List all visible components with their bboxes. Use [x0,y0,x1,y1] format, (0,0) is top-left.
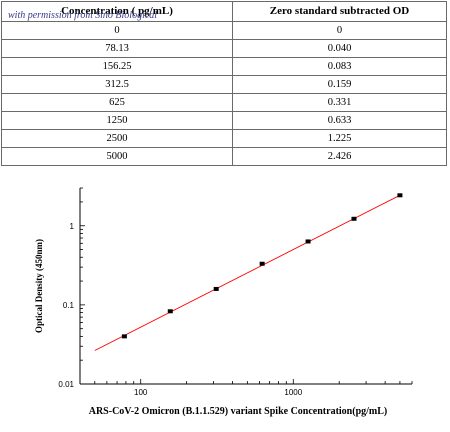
data-point [259,261,265,266]
cell-concentration: 78.13 [1,39,233,58]
cell-concentration: 625 [1,93,233,112]
table-header-row: Concentration ( pg/mL) Zero standard sub… [1,1,447,22]
cell-od: 0.633 [232,111,447,130]
data-points-group [121,193,403,339]
cell-od: 0.040 [232,39,447,58]
y-tick-label: 1 [70,222,75,231]
cell-concentration: 1250 [1,111,233,130]
cell-concentration: 5000 [1,147,233,166]
data-point [305,239,311,244]
cell-od: 2.426 [232,147,447,166]
cell-od: 0.331 [232,93,447,112]
standard-curve-table: Concentration ( pg/mL) Zero standard sub… [1,1,447,166]
cell-concentration: 156.25 [1,57,233,76]
cell-concentration: 0 [1,21,233,40]
fit-line [94,194,401,351]
table-row: 156.25 0.083 [1,57,447,76]
header-concentration: Concentration ( pg/mL) [1,1,233,22]
header-od: Zero standard subtracted OD [232,1,447,22]
data-point [121,334,127,339]
cell-od: 0 [232,21,447,40]
y-tick-label: 0.01 [58,380,74,389]
cell-od: 0.083 [232,57,447,76]
data-point [351,216,357,221]
table-row: 2500 1.225 [1,129,447,148]
table-row: 625 0.331 [1,93,447,112]
table-row: 78.13 0.040 [1,39,447,58]
cell-od: 1.225 [232,129,447,148]
y-axis-label: Optical Density (450nm) [34,239,44,333]
x-tick-label: 1000 [284,388,302,397]
fit-line-group [94,194,401,351]
y-tick-label: 0.1 [63,301,75,310]
x-tick-label: 100 [134,388,148,397]
x-axis-label: ARS-CoV-2 Omicron (B.1.1.529) variant Sp… [89,406,388,417]
table-row: 5000 2.426 [1,147,447,166]
data-point [167,309,173,314]
data-point [213,286,219,291]
chart-axes: 0.01 0.1 1 100 1000 [58,187,413,397]
data-point [397,193,403,198]
table-row: 312.5 0.159 [1,75,447,94]
cell-concentration: 312.5 [1,75,233,94]
table-row: 1250 0.633 [1,111,447,130]
cell-concentration: 2500 [1,129,233,148]
cell-od: 0.159 [232,75,447,94]
